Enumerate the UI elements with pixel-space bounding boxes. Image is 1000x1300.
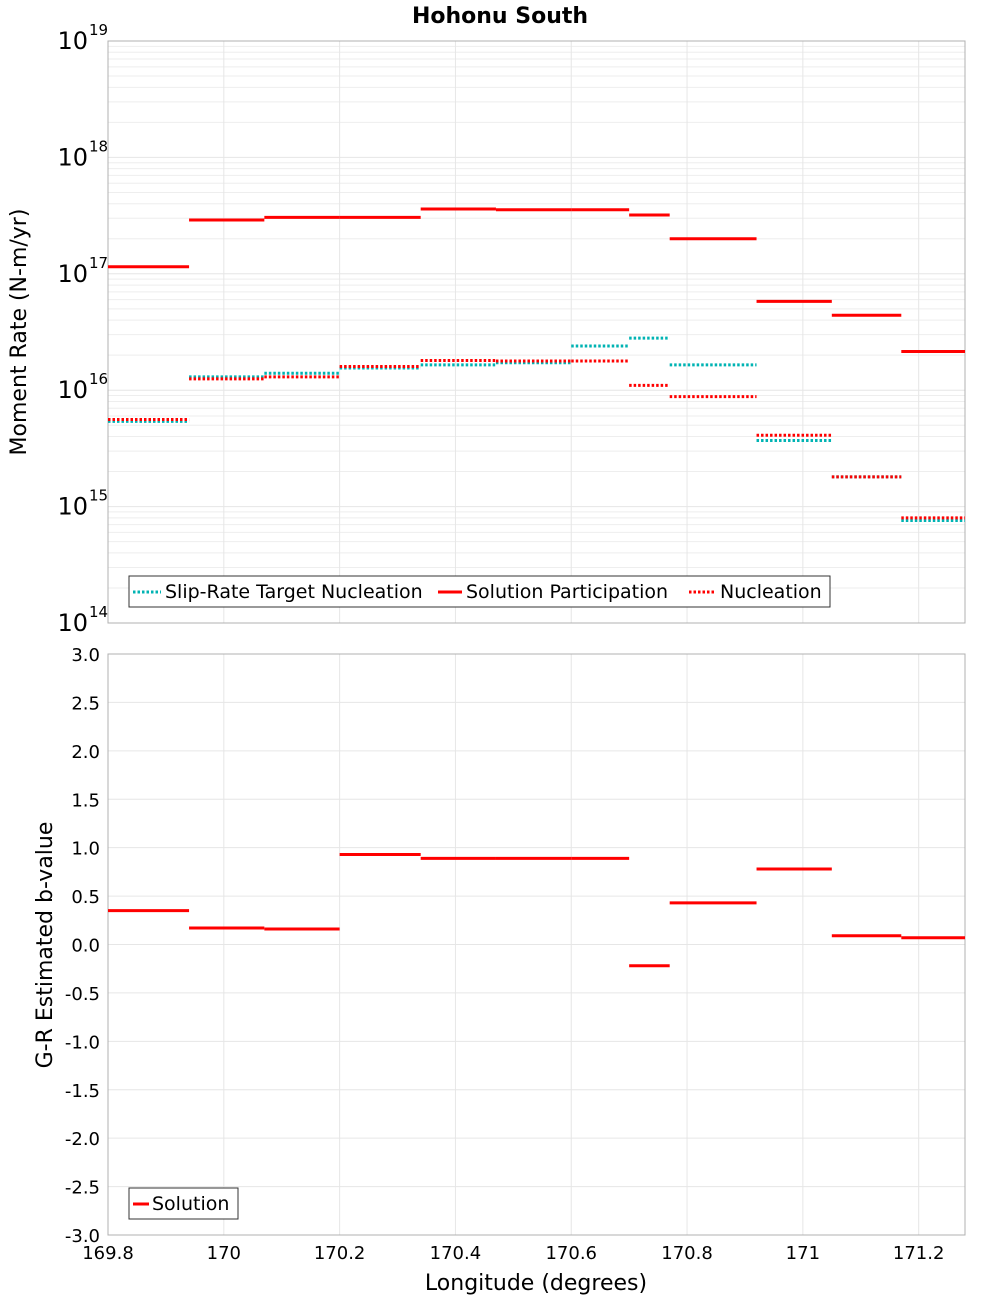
bottom-y-tick-label: 2.0 <box>71 742 100 763</box>
bottom-y-tick-label: 1.5 <box>71 790 100 811</box>
top-legend: Slip-Rate Target Nucleation Solution Par… <box>128 575 831 608</box>
x-tick-label: 170.2 <box>314 1243 366 1264</box>
top-y-tick-base: 10 <box>57 493 88 521</box>
x-tick-label: 171 <box>786 1243 820 1264</box>
top-y-tick-exponent: 16 <box>89 370 108 388</box>
top-y-tick-exponent: 18 <box>89 137 108 155</box>
top-y-tick-base: 10 <box>57 27 88 55</box>
top-y-axis-label: Moment Rate (N-m/yr) <box>7 209 32 456</box>
bottom-y-tick-label: -3.0 <box>65 1226 100 1247</box>
top-plot-frame <box>107 40 966 624</box>
top-legend-box <box>128 575 831 608</box>
bottom-y-tick-label: 0.5 <box>71 887 100 908</box>
x-tick-label: 171.2 <box>893 1243 945 1264</box>
legend-label-solution: Solution Participation <box>466 581 668 603</box>
bottom-y-axis-label: G-R Estimated b-value <box>33 822 58 1069</box>
chart-title: Hohonu South <box>412 4 588 29</box>
bottom-y-tick-label: -1.5 <box>65 1081 100 1102</box>
bottom-y-tick-label: 0.0 <box>71 936 100 957</box>
top-y-tick-base: 10 <box>57 376 88 404</box>
bottom-y-tick-label: -2.0 <box>65 1129 100 1150</box>
bottom-y-tick-label: -1.0 <box>65 1032 100 1053</box>
x-tick-label: 170.6 <box>545 1243 597 1264</box>
b-value-plot: -3.0 -2.5 -2.0 -1.5 -1.0 -0.5 0.0 0.5 1.0 1.5 2.0 2… <box>65 645 966 1264</box>
x-tick-label: 169.8 <box>82 1243 134 1264</box>
top-y-tick-base: 10 <box>57 260 88 288</box>
x-tick-label: 170 <box>207 1243 241 1264</box>
top-y-tick-exponent: 17 <box>89 254 108 272</box>
bottom-y-tick-label: 1.0 <box>71 839 100 860</box>
bottom-plot-frame <box>107 653 966 1236</box>
top-y-tick-base: 10 <box>57 143 88 171</box>
top-plot-background <box>108 41 965 623</box>
x-tick-label: 170.4 <box>430 1243 482 1264</box>
legend-label-nucleation: Nucleation <box>720 581 822 603</box>
bottom-y-tick-label: -0.5 <box>65 984 100 1005</box>
top-y-tick-exponent: 14 <box>89 603 108 621</box>
top-y-tick-exponent: 15 <box>89 487 108 505</box>
x-axis-label: Longitude (degrees) <box>425 1271 647 1296</box>
x-tick-label: 170.8 <box>661 1243 713 1264</box>
bottom-y-tick-label: -2.5 <box>65 1178 100 1199</box>
bottom-legend: Solution <box>128 1187 239 1220</box>
top-y-tick-exponent: 19 <box>89 21 108 39</box>
legend-label-b-solution: Solution <box>152 1193 229 1215</box>
legend-label-target: Slip-Rate Target Nucleation <box>165 581 423 603</box>
bottom-y-tick-label: 3.0 <box>71 645 100 666</box>
top-y-tick-base: 10 <box>57 609 88 637</box>
bottom-y-tick-label: 2.5 <box>71 693 100 714</box>
